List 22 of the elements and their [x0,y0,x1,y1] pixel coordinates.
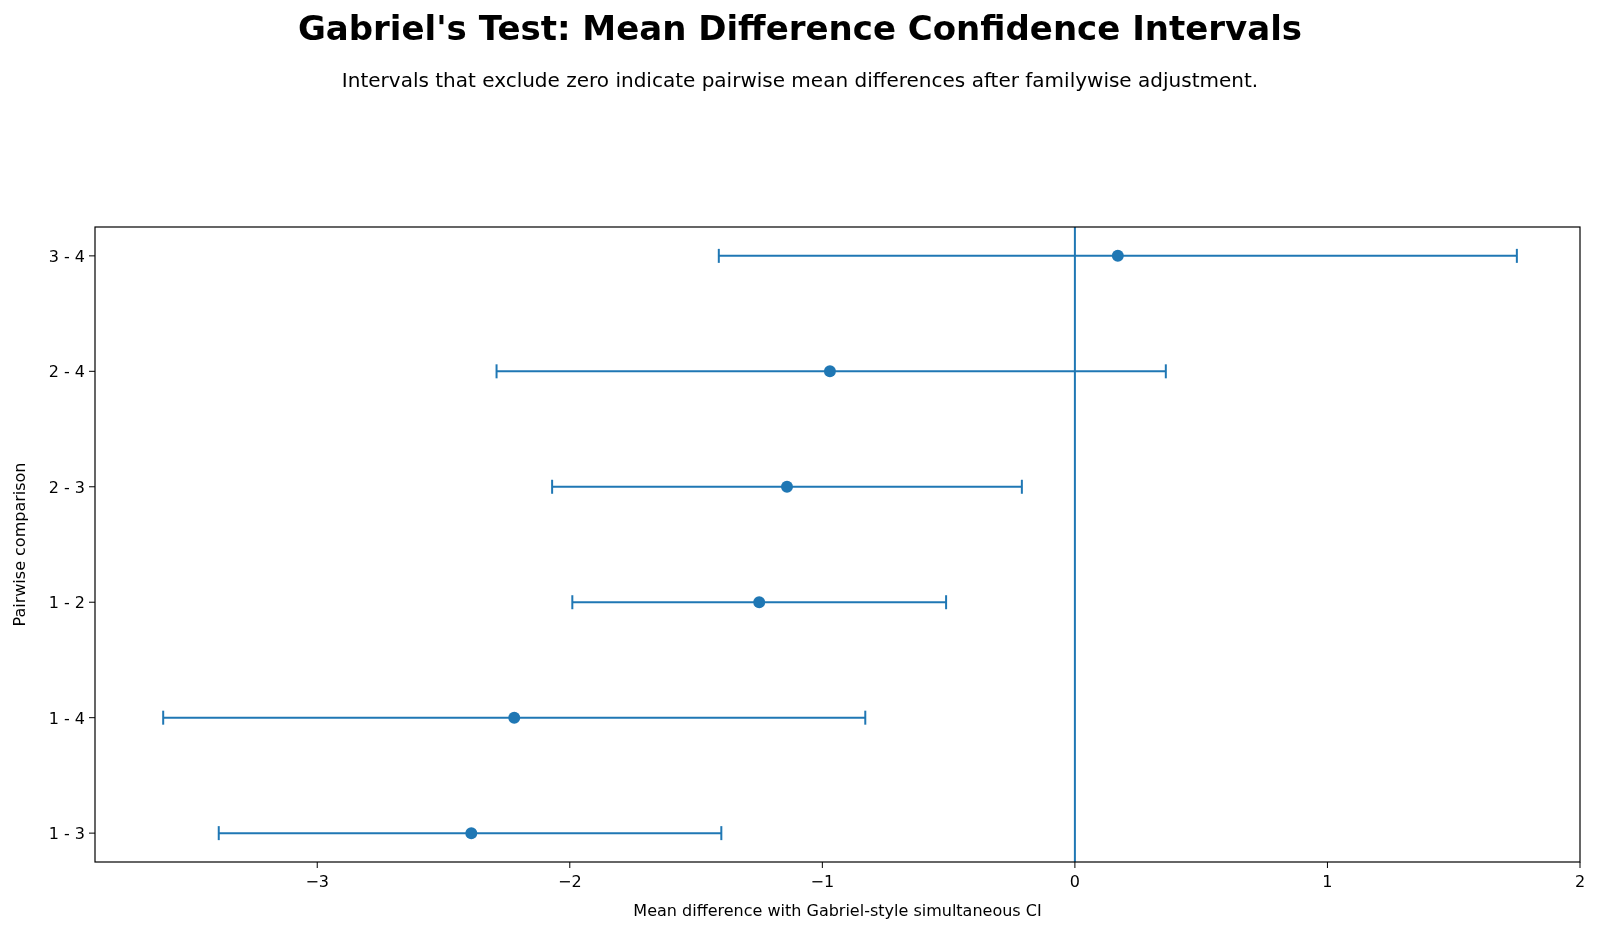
point [465,827,478,840]
x-tick-label: −2 [558,872,582,891]
x-axis-title: Mean difference with Gabriel-style simultaneous CI [633,901,1042,920]
x-tick-label: 1 [1322,872,1333,891]
point [753,596,766,609]
y-tick-label: 2 - 3 [48,477,85,497]
y-tick-label: 3 - 4 [48,246,85,266]
x-tick-label: −3 [305,872,330,891]
chart-subtitle: Intervals that exclude zero indicate pairwise mean differences after familywise adjustment. [341,68,1259,92]
x-tick-label: −1 [810,872,835,891]
y-tick-label: 2 - 4 [48,362,85,382]
point [508,711,521,724]
y-tick-label: 1 - 2 [48,593,85,613]
x-tick-label: 2 [1574,872,1586,891]
y-tick-label: 1 - 4 [48,708,85,728]
y-axis-title: Pairwise comparison [10,462,29,627]
x-tick-label: 0 [1069,872,1080,891]
chart-title: Gabriel's Test: Mean Difference Confidence Intervals [297,8,1303,48]
y-tick-label: 1 - 3 [48,824,85,844]
point [823,365,836,378]
point [780,480,793,493]
point [1111,249,1124,262]
